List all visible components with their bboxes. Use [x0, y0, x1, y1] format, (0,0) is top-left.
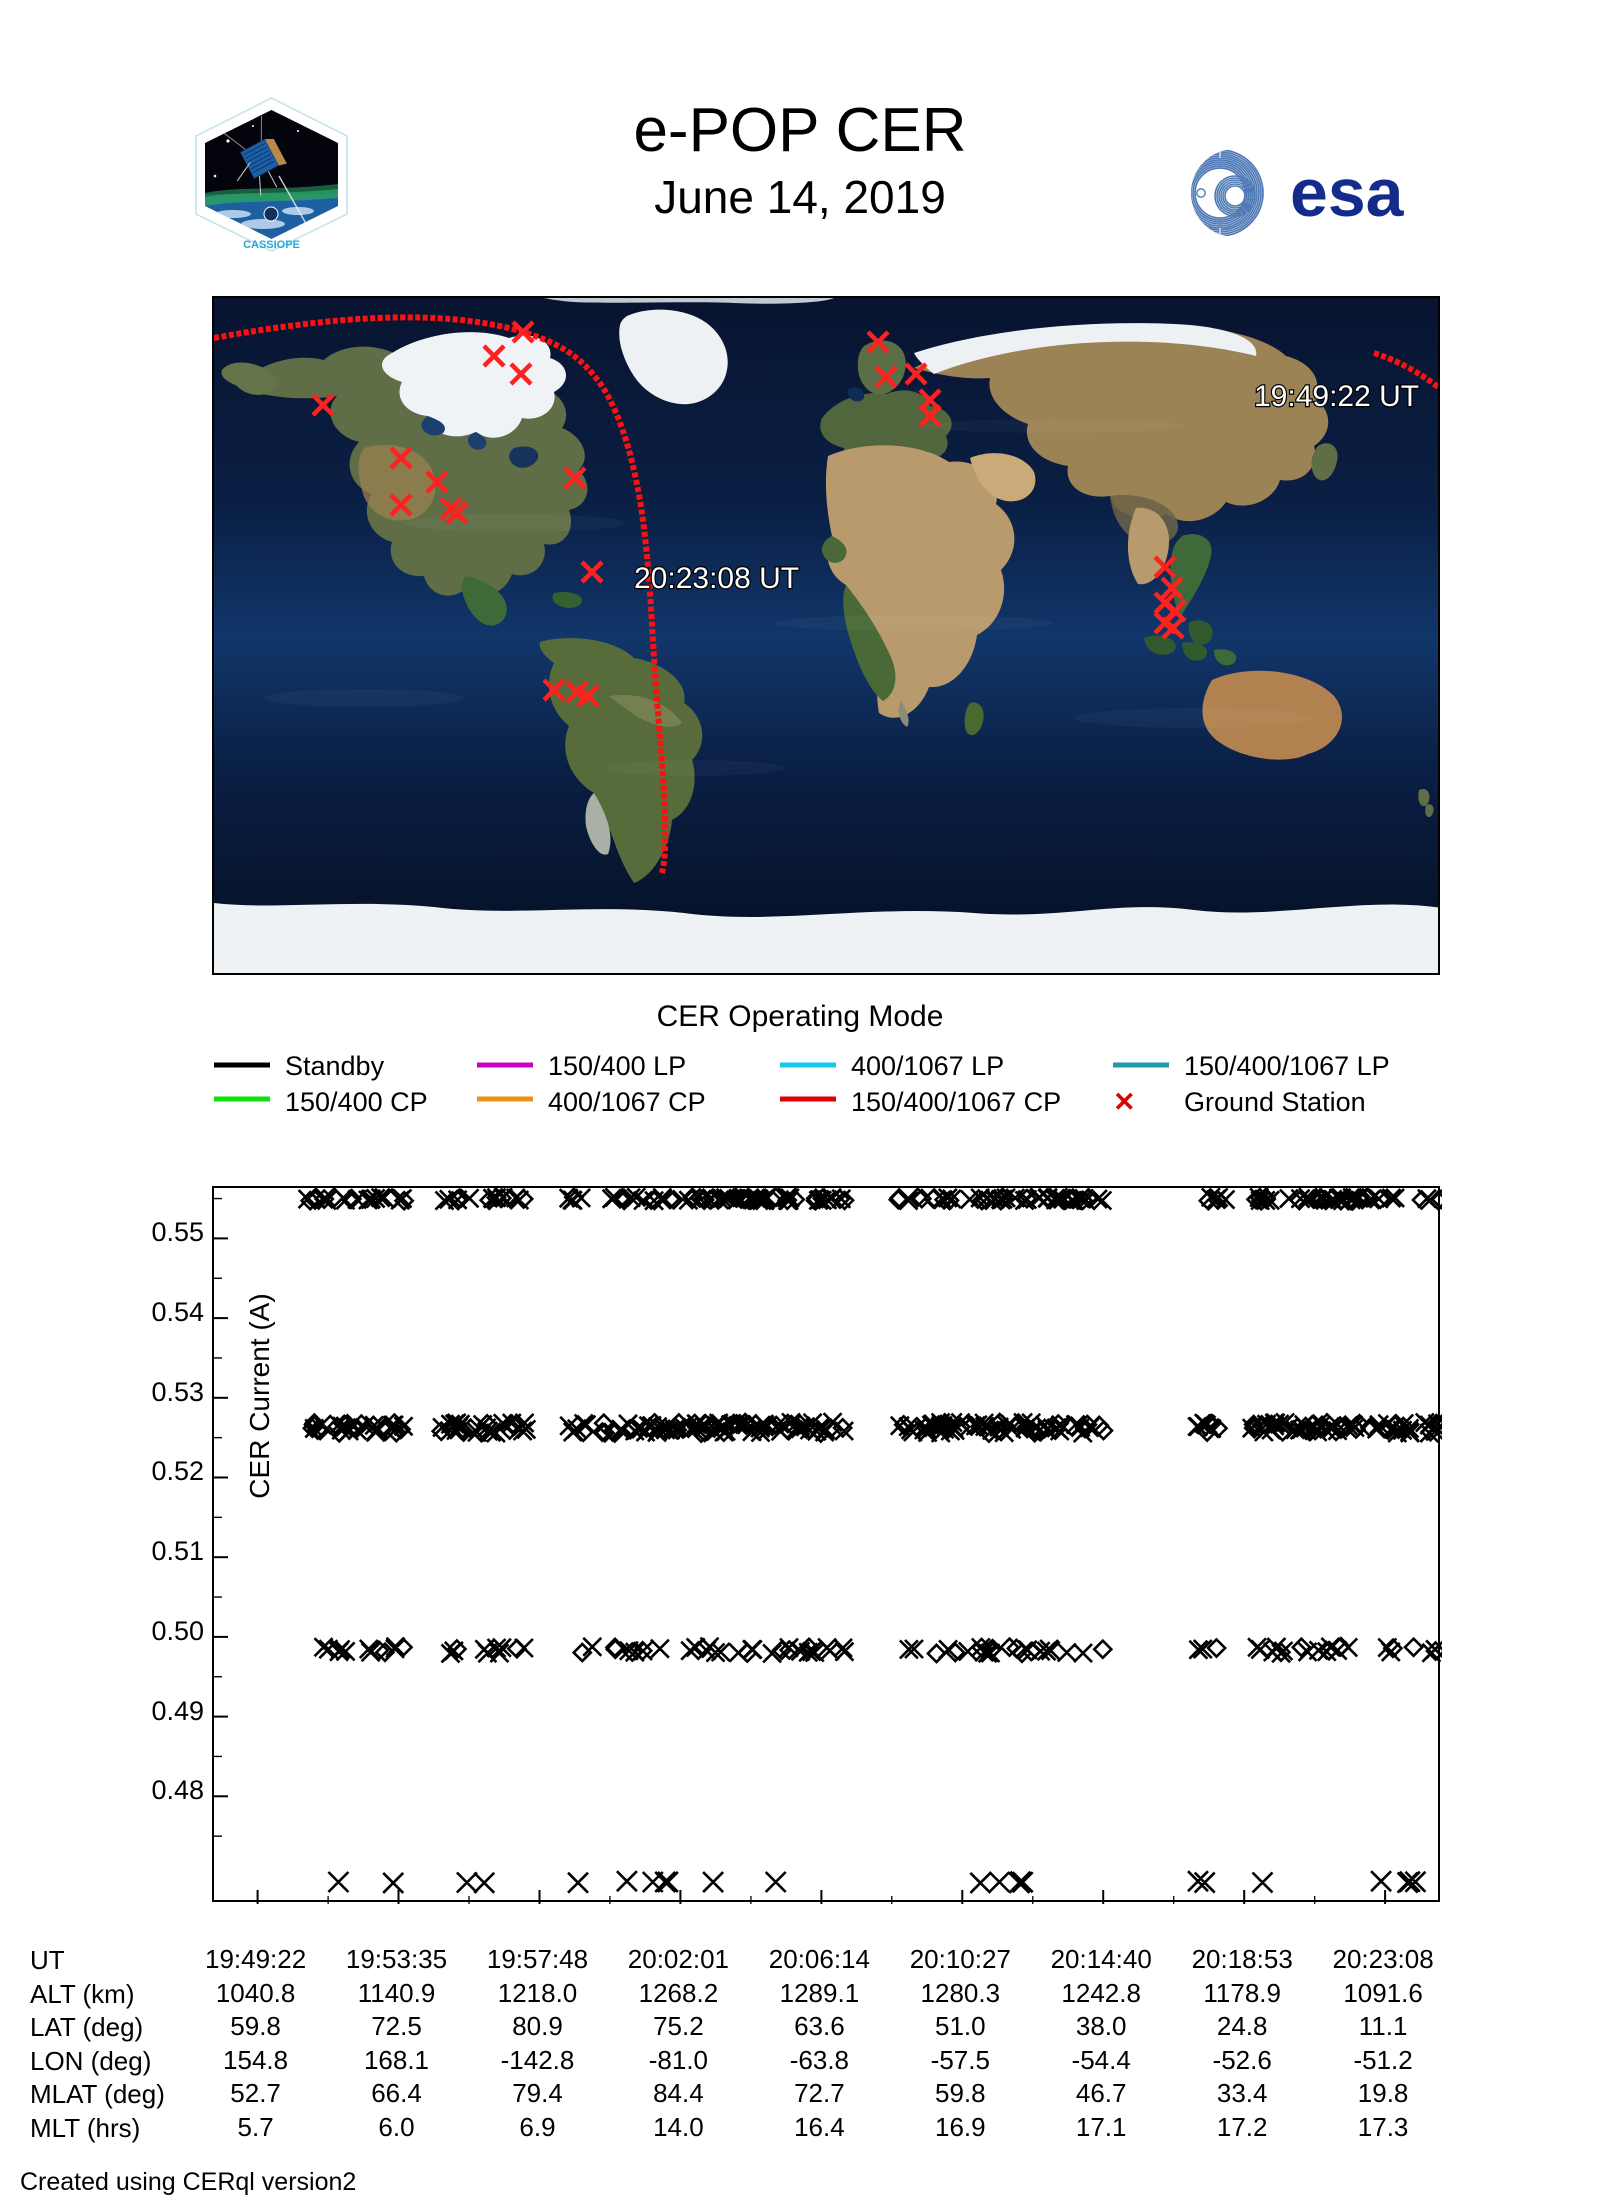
svg-text:20:23:08 UT: 20:23:08 UT	[634, 562, 799, 595]
svg-text:19:49:22 UT: 19:49:22 UT	[1254, 380, 1419, 413]
svg-text:CASSIOPE: CASSIOPE	[243, 239, 300, 251]
svg-text:esa: esa	[1290, 155, 1405, 231]
